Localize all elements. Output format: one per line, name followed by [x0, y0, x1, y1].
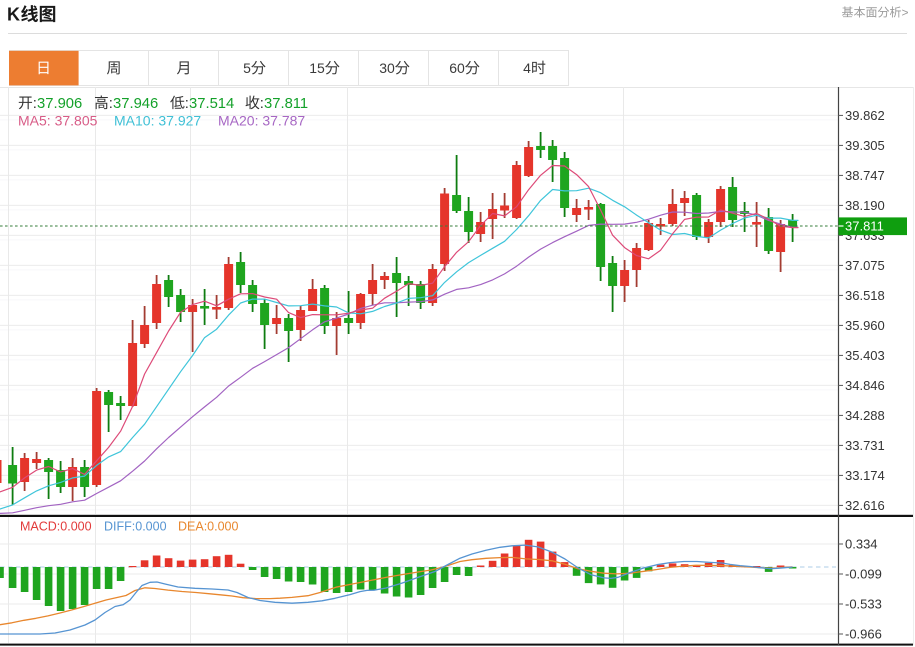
svg-text:30: 30: [379, 60, 395, 76]
svg-text:-0.099: -0.099: [845, 567, 882, 582]
svg-text:32.616: 32.616: [845, 498, 885, 513]
svg-text:K: K: [7, 5, 20, 25]
svg-text:37.075: 37.075: [845, 258, 885, 273]
svg-text:36.518: 36.518: [845, 288, 885, 303]
svg-text:-0.533: -0.533: [845, 597, 882, 612]
svg-text:>: >: [902, 6, 909, 20]
svg-text:39.305: 39.305: [845, 138, 885, 153]
svg-text:34.846: 34.846: [845, 378, 885, 393]
svg-text:0.334: 0.334: [845, 537, 878, 552]
svg-text:33.731: 33.731: [845, 438, 885, 453]
svg-text:38.747: 38.747: [845, 168, 885, 183]
svg-text::37.906:37.946:37.514:37.811: :37.906:37.946:37.514:37.811: [33, 96, 308, 112]
svg-text:5: 5: [243, 60, 251, 76]
svg-text:35.403: 35.403: [845, 348, 885, 363]
svg-text:4: 4: [523, 60, 531, 76]
svg-text:33.174: 33.174: [845, 468, 885, 483]
svg-text:35.960: 35.960: [845, 318, 885, 333]
svg-text:37.811: 37.811: [845, 219, 884, 234]
svg-text:39.862: 39.862: [845, 108, 885, 123]
svg-text:60: 60: [449, 60, 465, 76]
svg-text:-0.966: -0.966: [845, 627, 882, 642]
svg-text:34.288: 34.288: [845, 408, 885, 423]
svg-text:15: 15: [309, 60, 325, 76]
svg-text:38.190: 38.190: [845, 198, 885, 213]
